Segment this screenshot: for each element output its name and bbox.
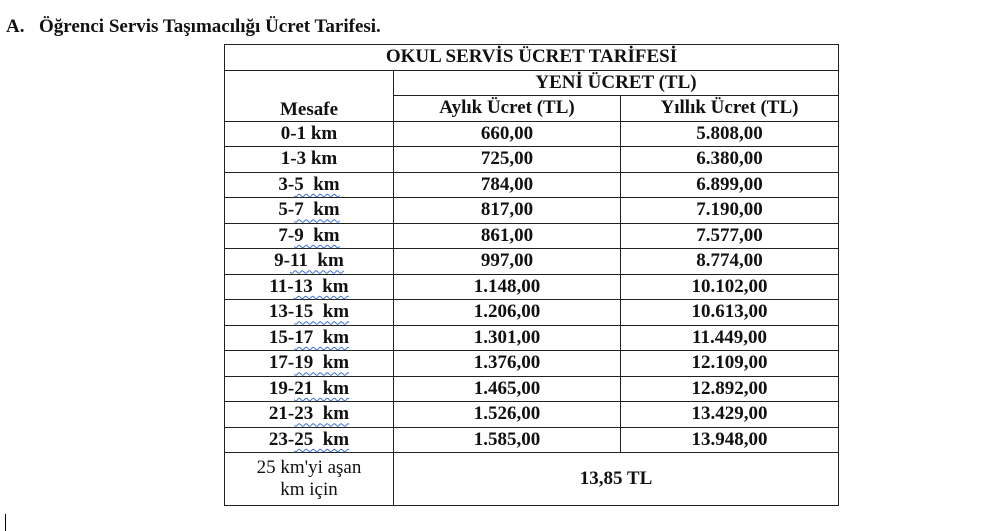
table-row: 23-25 km 1.585,00 13.948,00 [224, 426, 839, 453]
group-header: YENİ ÜCRET (TL) [393, 69, 839, 96]
distance-end: 5 km [294, 173, 340, 195]
table-row: 17-19 km 1.376,00 12.109,00 [224, 350, 839, 377]
distance-end: 25 km [294, 428, 350, 450]
distance-end: 23 km [294, 403, 350, 425]
monthly-cell: 1.148,00 [393, 273, 621, 300]
distance-cell: 13-15 km [224, 299, 394, 326]
yearly-cell: 13.429,00 [620, 401, 839, 428]
monthly-cell: 1.585,00 [393, 426, 621, 453]
yearly-cell: 5.808,00 [620, 120, 839, 147]
table-row: 0-1 km 660,00 5.808,00 [224, 120, 839, 147]
distance-start: 7- [278, 224, 295, 246]
yearly-cell: 7.577,00 [620, 222, 839, 249]
distance-start: 23- [268, 428, 295, 450]
extra-km-price: 13,85 TL [393, 452, 839, 506]
distance-cell: 21-23 km [224, 401, 394, 428]
table-row: 15-17 km 1.301,00 11.449,00 [224, 324, 839, 351]
monthly-cell: 1.465,00 [393, 375, 621, 402]
distance-end: 21 km [294, 377, 350, 399]
table-row: 5-7 km 817,00 7.190,00 [224, 197, 839, 224]
yearly-cell: 6.899,00 [620, 171, 839, 198]
fare-table: OKUL SERVİS ÜCRET TARİFESİ Mesafe YENİ ÜC… [224, 44, 839, 506]
distance-end: 15 km [294, 301, 350, 323]
col-yearly: Yıllık Ücret (TL) [620, 95, 839, 122]
distance-start: 1-3 km [280, 148, 338, 170]
yearly-cell: 10.102,00 [620, 273, 839, 300]
extra-label-line2: km için [280, 479, 338, 500]
monthly-cell: 1.376,00 [393, 350, 621, 377]
monthly-cell: 1.526,00 [393, 401, 621, 428]
distance-cell: 0-1 km [224, 120, 394, 147]
extra-km-row: 25 km'yi aşan km için 13,85 TL [224, 452, 839, 506]
distance-start: 15- [268, 326, 295, 348]
distance-start: 11- [269, 275, 294, 297]
monthly-cell: 861,00 [393, 222, 621, 249]
yearly-cell: 12.892,00 [620, 375, 839, 402]
distance-cell: 7-9 km [224, 222, 394, 249]
yearly-cell: 8.774,00 [620, 248, 839, 275]
col-distance: Mesafe [224, 69, 394, 122]
distance-start: 5- [278, 199, 295, 221]
distance-cell: 19-21 km [224, 375, 394, 402]
table-row: 7-9 km 861,00 7.577,00 [224, 222, 839, 249]
distance-cell: 1-3 km [224, 146, 394, 173]
monthly-cell: 784,00 [393, 171, 621, 198]
yearly-cell: 6.380,00 [620, 146, 839, 173]
distance-end: 17 km [294, 326, 350, 348]
table-row: 3-5 km 784,00 6.899,00 [224, 171, 839, 198]
extra-label-line1: 25 km'yi aşan [256, 457, 362, 478]
monthly-cell: 1.301,00 [393, 324, 621, 351]
distance-cell: 11-13 km [224, 273, 394, 300]
table-row: 9-11 km 997,00 8.774,00 [224, 248, 839, 275]
distance-cell: 15-17 km [224, 324, 394, 351]
distance-end: 13 km [293, 275, 349, 297]
distance-end: 11 km [289, 250, 344, 272]
distance-cell: 17-19 km [224, 350, 394, 377]
yearly-cell: 11.449,00 [620, 324, 839, 351]
distance-end: 9 km [294, 224, 340, 246]
distance-cell: 3-5 km [224, 171, 394, 198]
table-row: 13-15 km 1.206,00 10.613,00 [224, 299, 839, 326]
distance-start: 9- [274, 250, 290, 272]
distance-end: 7 km [294, 199, 340, 221]
text-cursor [5, 514, 6, 531]
distance-cell: 9-11 km [224, 248, 394, 275]
section-title: Öğrenci Servis Taşımacılığı Ücret Tarife… [39, 16, 381, 37]
distance-start: 21- [268, 403, 295, 425]
distance-start: 0-1 km [280, 122, 338, 144]
yearly-cell: 10.613,00 [620, 299, 839, 326]
col-monthly: Aylık Ücret (TL) [393, 95, 621, 122]
section-number: A. [6, 16, 25, 37]
section-heading: A. Öğrenci Servis Taşımacılığı Ücret Tari… [6, 16, 381, 38]
monthly-cell: 1.206,00 [393, 299, 621, 326]
table-title: OKUL SERVİS ÜCRET TARİFESİ [224, 44, 839, 71]
yearly-cell: 13.948,00 [620, 426, 839, 453]
distance-start: 19- [268, 377, 295, 399]
table-row: 11-13 km 1.148,00 10.102,00 [224, 273, 839, 300]
table-row: 21-23 km 1.526,00 13.429,00 [224, 401, 839, 428]
yearly-cell: 12.109,00 [620, 350, 839, 377]
table-row: 19-21 km 1.465,00 12.892,00 [224, 375, 839, 402]
distance-start: 13- [268, 301, 295, 323]
monthly-cell: 660,00 [393, 120, 621, 147]
extra-km-label: 25 km'yi aşan km için [224, 452, 394, 506]
distance-end: 19 km [294, 352, 350, 374]
monthly-cell: 997,00 [393, 248, 621, 275]
table-row: 1-3 km 725,00 6.380,00 [224, 146, 839, 173]
distance-cell: 23-25 km [224, 426, 394, 453]
monthly-cell: 725,00 [393, 146, 621, 173]
monthly-cell: 817,00 [393, 197, 621, 224]
distance-start: 17- [268, 352, 295, 374]
yearly-cell: 7.190,00 [620, 197, 839, 224]
distance-start: 3- [278, 173, 295, 195]
distance-cell: 5-7 km [224, 197, 394, 224]
